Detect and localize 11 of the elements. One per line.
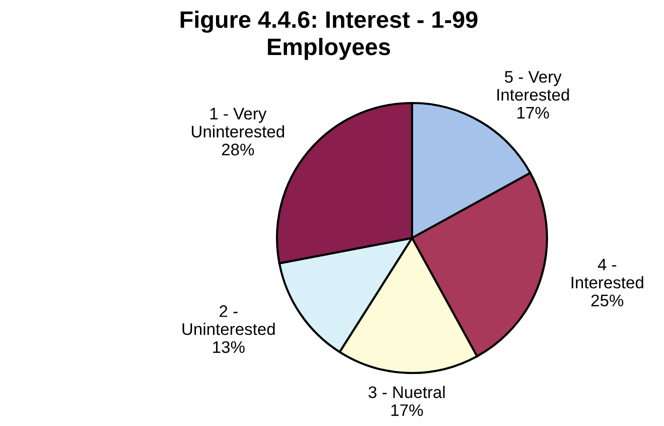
data-label: 25%: [591, 294, 624, 306]
chart-title: Figure 4.4.6: Interest - 1-99 Employees: [180, 10, 478, 60]
slice-label: 3 - Nuetral: [368, 386, 445, 398]
data-label: 28%: [222, 144, 254, 156]
data-label: 13%: [213, 341, 245, 353]
slice-label: 2 - Uninterested: [182, 305, 275, 336]
slice-label: 5 - Very Interested: [497, 71, 569, 101]
data-label: 17%: [517, 106, 549, 119]
data-label: 17%: [391, 404, 423, 416]
slice-label: 1 - Very Uninterested: [192, 108, 284, 138]
slice-label: 4 - Interested: [572, 258, 644, 288]
